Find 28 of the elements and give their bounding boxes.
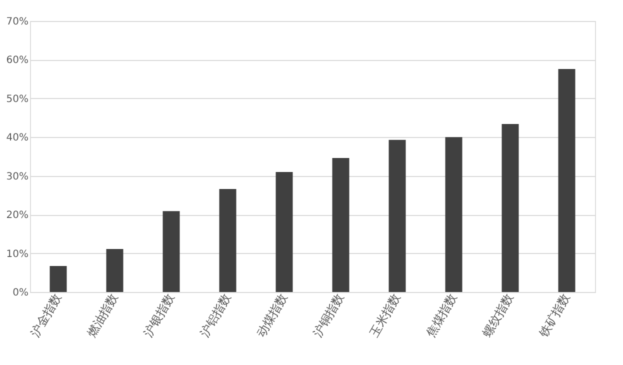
bar: [50, 266, 67, 292]
bar: [106, 249, 124, 292]
y-tick-label: 60%: [6, 55, 28, 66]
y-tick-label: 0%: [12, 288, 28, 298]
x-tick-label: 沪铜指数: [310, 291, 347, 340]
x-tick-label: 沪铝指数: [198, 291, 234, 340]
y-tick-label: 50%: [6, 94, 28, 105]
y-tick-label: 30%: [6, 171, 28, 182]
x-tick-label: 沪银指数: [141, 291, 178, 340]
y-tick-label: 10%: [6, 248, 28, 260]
bar: [219, 189, 236, 292]
y-tick-label: 20%: [6, 210, 28, 222]
y-tick-label: 70%: [6, 16, 28, 28]
bar: [502, 124, 519, 292]
x-tick-label: 焦煤指数: [424, 291, 460, 340]
bar: [276, 172, 293, 292]
bar: [445, 137, 462, 292]
x-tick-label: 燃油指数: [84, 291, 121, 340]
x-tick-label: 沪金指数: [28, 291, 64, 340]
x-tick-label: 螺纹指数: [480, 291, 516, 340]
x-tick-label: 铁矿指数: [536, 291, 573, 340]
bar: [162, 211, 180, 292]
bar: [388, 140, 406, 292]
x-tick-label: 动煤指数: [254, 291, 290, 340]
y-tick-label: 40%: [6, 132, 28, 144]
bar: [332, 158, 350, 292]
bar: [558, 69, 576, 292]
x-tick-label: 玉米指数: [367, 291, 404, 340]
